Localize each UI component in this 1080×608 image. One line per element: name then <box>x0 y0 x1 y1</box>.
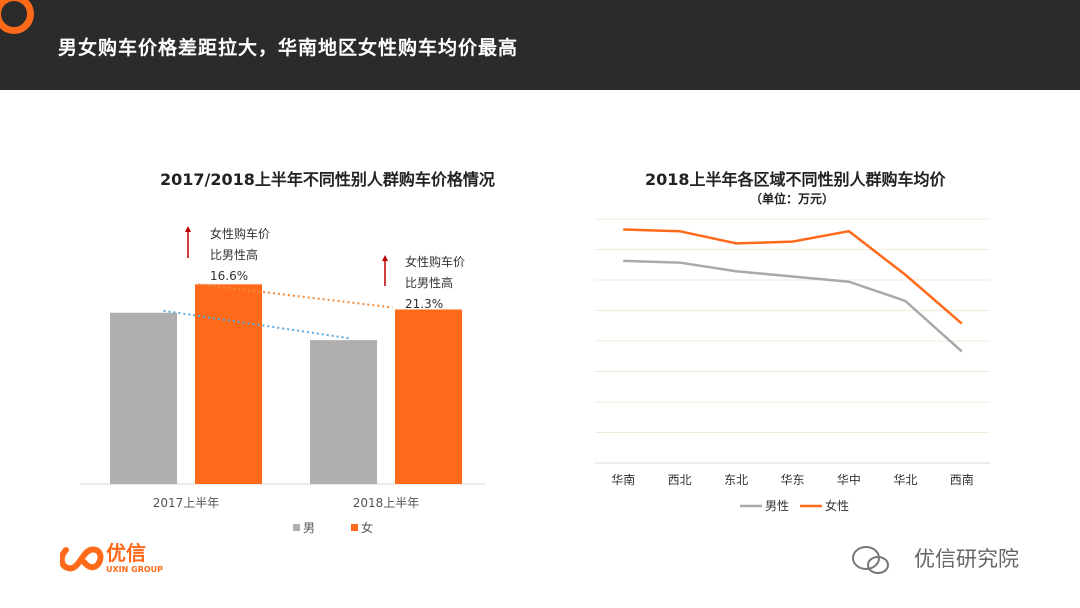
x-tick-label: 西南 <box>950 472 974 487</box>
series-line-男性 <box>623 259 963 353</box>
x-tick-label: 华北 <box>893 473 917 487</box>
wechat-watermark: 优信研究院 <box>852 546 1019 574</box>
header-bar: 男女购车价格差距拉大，华南地区女性购车均价最高 <box>0 0 1080 90</box>
bar-男-1 <box>310 340 377 484</box>
brand-ring-icon <box>0 0 34 34</box>
right-chart-title: 2018上半年各区域不同性别人群购车均价 <box>645 170 946 189</box>
left-chart-title: 2017/2018上半年不同性别人群购车价格情况 <box>160 170 495 189</box>
annotation-1-line1: 女性购车价 <box>210 227 271 241</box>
uxin-logo: 优信 UXIN GROUP <box>60 541 163 574</box>
legend-label-男性: 男性 <box>765 499 789 513</box>
watermark-text: 优信研究院 <box>914 547 1019 571</box>
x-tick-label: 2017上半年 <box>153 496 220 510</box>
legend-swatch-男 <box>293 524 300 531</box>
logo-en-text: UXIN GROUP <box>106 565 163 574</box>
trend-line-male <box>163 309 349 340</box>
series-line-女性 <box>623 228 963 325</box>
legend-label-女性: 女性 <box>825 498 849 513</box>
x-tick-label: 华中 <box>837 472 861 487</box>
annotation-2-line2: 比男性高 <box>405 276 454 290</box>
annotation-2-line1: 女性购车价 <box>405 255 466 269</box>
bar-女-0 <box>195 284 262 484</box>
page-title: 男女购车价格差距拉大，华南地区女性购车均价最高 <box>58 37 519 59</box>
legend-label-女: 女 <box>361 520 373 535</box>
arrow-up-icon <box>382 255 388 261</box>
x-tick-label: 西北 <box>668 473 692 487</box>
annotation-1-line2: 比男性高 <box>210 248 259 262</box>
x-tick-label: 华南 <box>611 472 635 487</box>
bar-女-1 <box>395 309 462 484</box>
annotation-1-pct: 16.6% <box>210 269 249 283</box>
wechat-icon <box>852 546 889 574</box>
x-tick-label: 2018上半年 <box>353 496 420 510</box>
logo-cn-text: 优信 <box>106 541 146 565</box>
right-chart-subtitle: （单位：万元） <box>750 192 835 206</box>
legend-label-男: 男 <box>303 521 315 535</box>
arrow-up-icon <box>185 226 191 232</box>
annotation-2-pct: 21.3% <box>405 297 444 311</box>
x-tick-label: 华东 <box>780 473 804 487</box>
legend-swatch-女 <box>351 524 358 531</box>
x-tick-label: 东北 <box>724 473 748 487</box>
bar-男-0 <box>110 312 177 484</box>
